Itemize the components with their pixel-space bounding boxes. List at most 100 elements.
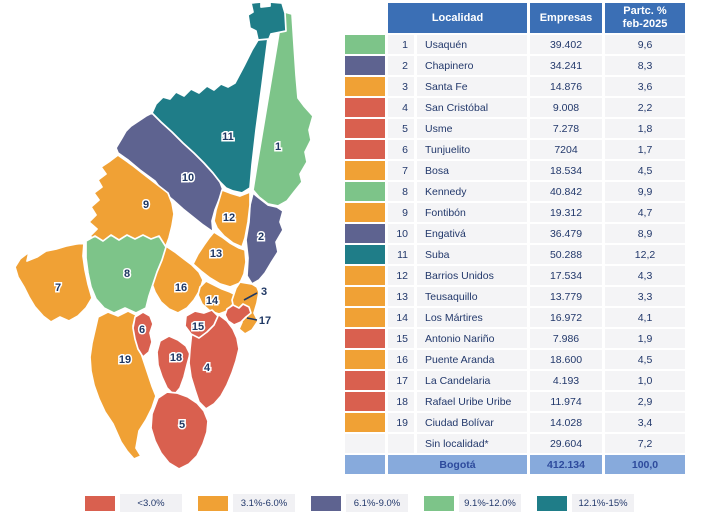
row-num	[388, 434, 414, 453]
map-region-suba	[151, 37, 269, 194]
row-swatch	[345, 35, 385, 54]
row-num: 1	[388, 35, 414, 54]
map-label-rafael-uribe: 18	[170, 352, 182, 364]
row-swatch	[345, 350, 385, 369]
row-empresas: 34.241	[530, 56, 602, 75]
map-region-chapinero	[245, 192, 284, 285]
bogota-locality-map: 1 2 3 4 5 6 7 8 9 10 11 12 13 14 15 16 1…	[0, 0, 348, 492]
row-name: Usaquén	[417, 35, 527, 54]
row-name: Engativá	[417, 224, 527, 243]
map-label-tunjuelito: 6	[139, 324, 145, 336]
row-partc: 8,3	[605, 56, 685, 75]
row-partc: 4,5	[605, 161, 685, 180]
row-num: 4	[388, 98, 414, 117]
row-swatch	[345, 413, 385, 432]
row-partc: 12,2	[605, 245, 685, 264]
row-partc: 1,0	[605, 371, 685, 390]
row-name: Barrios Unidos	[417, 266, 527, 285]
col-header-empresas: Empresas	[530, 3, 602, 33]
map-region-tunjuelito	[132, 311, 154, 358]
row-num: 7	[388, 161, 414, 180]
row-partc: 1,8	[605, 119, 685, 138]
row-swatch	[345, 434, 385, 453]
callout-line-santa-fe	[243, 292, 258, 301]
row-name: Usme	[417, 119, 527, 138]
map-label-usaquen: 1	[275, 141, 281, 153]
row-empresas: 7204	[530, 140, 602, 159]
row-empresas: 36.479	[530, 224, 602, 243]
row-name: Ciudad Bolívar	[417, 413, 527, 432]
row-swatch	[345, 329, 385, 348]
col-header-partc: Partc. % feb-2025	[605, 3, 685, 33]
row-num: 13	[388, 287, 414, 306]
row-name: Santa Fe	[417, 77, 527, 96]
map-region-usme	[150, 391, 209, 470]
legend-item: 9.1%-12.0%	[424, 494, 521, 512]
row-name: Kennedy	[417, 182, 527, 201]
total-row-name: Bogotá	[388, 455, 527, 474]
row-num: 14	[388, 308, 414, 327]
row-swatch	[345, 308, 385, 327]
row-empresas: 9.008	[530, 98, 602, 117]
row-empresas: 39.402	[530, 35, 602, 54]
row-name: Bosa	[417, 161, 527, 180]
localities-table: Localidad Empresas Partc. % feb-2025 1 Usa…	[345, 3, 685, 474]
row-empresas: 14.876	[530, 77, 602, 96]
map-region-teusaquillo	[192, 231, 247, 288]
row-partc: 2,2	[605, 98, 685, 117]
row-num: 16	[388, 350, 414, 369]
legend-label: <3.0%	[120, 494, 182, 512]
map-region-suba-north-blob	[247, 1, 287, 41]
row-partc: 3,3	[605, 287, 685, 306]
row-name: Rafael Uribe Uribe	[417, 392, 527, 411]
legend-label: 3.1%-6.0%	[233, 494, 295, 512]
row-empresas: 40.842	[530, 182, 602, 201]
row-partc: 9,9	[605, 182, 685, 201]
row-empresas: 50.288	[530, 245, 602, 264]
legend-item: 6.1%-9.0%	[311, 494, 408, 512]
row-num: 17	[388, 371, 414, 390]
row-swatch	[345, 161, 385, 180]
map-label-fontibon: 9	[143, 199, 149, 211]
row-swatch	[345, 56, 385, 75]
row-partc: 1,7	[605, 140, 685, 159]
map-label-chapinero: 2	[258, 231, 264, 243]
row-name: San Cristóbal	[417, 98, 527, 117]
legend-item: 12.1%-15%	[537, 494, 634, 512]
map-region-usaquen	[252, 11, 314, 207]
map-label-la-candelaria: 17	[259, 315, 271, 327]
row-num: 19	[388, 413, 414, 432]
map-label-suba: 11	[222, 131, 234, 143]
row-empresas: 7.986	[530, 329, 602, 348]
row-num: 3	[388, 77, 414, 96]
table-corner-spacer	[345, 3, 385, 33]
legend-swatch-orange	[198, 495, 228, 511]
row-swatch	[345, 203, 385, 222]
row-num: 12	[388, 266, 414, 285]
row-empresas: 4.193	[530, 371, 602, 390]
map-label-kennedy: 8	[124, 268, 130, 280]
map-region-la-candelaria	[224, 303, 252, 326]
row-empresas: 7.278	[530, 119, 602, 138]
row-num: 6	[388, 140, 414, 159]
row-partc: 4,1	[605, 308, 685, 327]
map-label-teusaquillo: 13	[210, 248, 222, 260]
row-partc: 9,6	[605, 35, 685, 54]
row-num: 5	[388, 119, 414, 138]
row-num: 18	[388, 392, 414, 411]
legend-swatch-red	[85, 495, 115, 511]
row-name: Fontibón	[417, 203, 527, 222]
map-label-san-cristobal: 4	[204, 362, 211, 374]
row-partc: 3,4	[605, 413, 685, 432]
row-swatch	[345, 245, 385, 264]
total-row-partc: 100,0	[605, 455, 685, 474]
row-empresas: 18.534	[530, 161, 602, 180]
total-row-empresas: 412.134	[530, 455, 602, 474]
row-partc: 8,9	[605, 224, 685, 243]
map-label-usme: 5	[179, 419, 185, 431]
row-swatch	[345, 98, 385, 117]
row-partc: 7,2	[605, 434, 685, 453]
row-empresas: 18.600	[530, 350, 602, 369]
row-name: Tunjuelito	[417, 140, 527, 159]
row-swatch	[345, 77, 385, 96]
